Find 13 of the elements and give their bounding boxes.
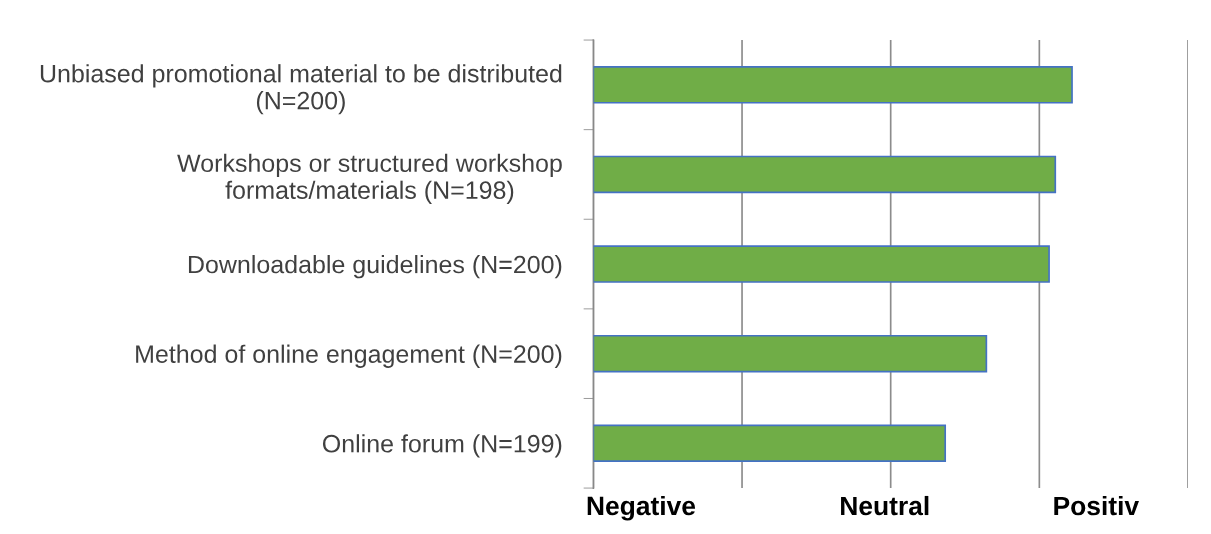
bar: [593, 66, 1073, 104]
bar: [593, 155, 1057, 194]
text: Positiv: [1054, 495, 1139, 516]
y-tick-label: Online forum (N=199): [322, 434, 562, 458]
y-tick-label: Workshops or structured workshop formats/materials (N=198): [177, 153, 562, 204]
text: Negative: [587, 495, 696, 521]
bar: [593, 424, 947, 463]
y-tick-label: Method of online engagement (N=200): [136, 344, 562, 368]
bar: [593, 245, 1050, 283]
text: Neutral: [841, 495, 929, 516]
bar: [593, 334, 988, 373]
y-tick-label: Unbiased promotional material to be distributed (N=200): [40, 64, 562, 115]
y-tick-label: Downloadable guidelines (N=200): [188, 255, 562, 279]
